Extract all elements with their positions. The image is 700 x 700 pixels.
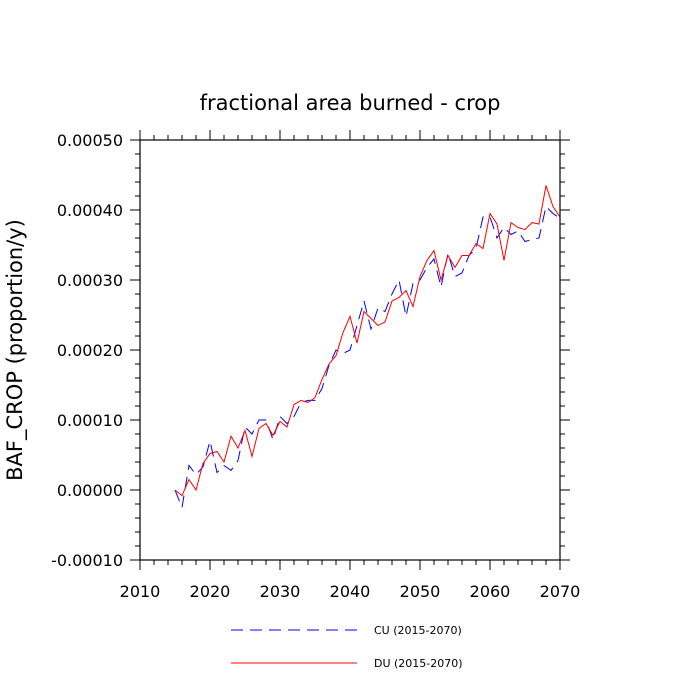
y-tick-label: 0.00040 (57, 201, 123, 220)
y-tick-label: 0.00010 (57, 411, 123, 430)
series-line-cu (174, 205, 561, 510)
x-tick-label: 2020 (190, 582, 231, 601)
x-tick-label: 2050 (400, 582, 441, 601)
series-line-du (174, 185, 561, 497)
chart-title: fractional area burned - crop (200, 91, 501, 115)
x-tick-label: 2060 (470, 582, 511, 601)
x-tick-label: 2010 (120, 582, 161, 601)
series-lines (174, 185, 561, 510)
x-tick-label: 2030 (260, 582, 301, 601)
legend: CU (2015-2070) DU (2015-2070) (231, 624, 463, 670)
y-tick-label: 0.00050 (57, 131, 123, 150)
x-tick-label: 2070 (540, 582, 581, 601)
x-tick-labels: 2010 2020 2030 2040 2050 2060 2070 (120, 582, 581, 601)
plot-frame (139, 139, 561, 561)
legend-cu-label: CU (2015-2070) (374, 624, 462, 637)
y-axis-label: BAF_CROP (proportion/y) (3, 219, 28, 481)
legend-du-label: DU (2015-2070) (374, 657, 463, 670)
x-tick-label: 2040 (330, 582, 371, 601)
axis-ticks (130, 130, 570, 570)
y-tick-label: 0.00020 (57, 341, 123, 360)
y-tick-label: 0.00030 (57, 271, 123, 290)
y-tick-label: -0.00010 (51, 551, 123, 570)
y-tick-label: 0.00000 (57, 481, 123, 500)
y-tick-labels: -0.00010 0.00000 0.00010 0.00020 0.00030 0.00… (51, 131, 123, 570)
